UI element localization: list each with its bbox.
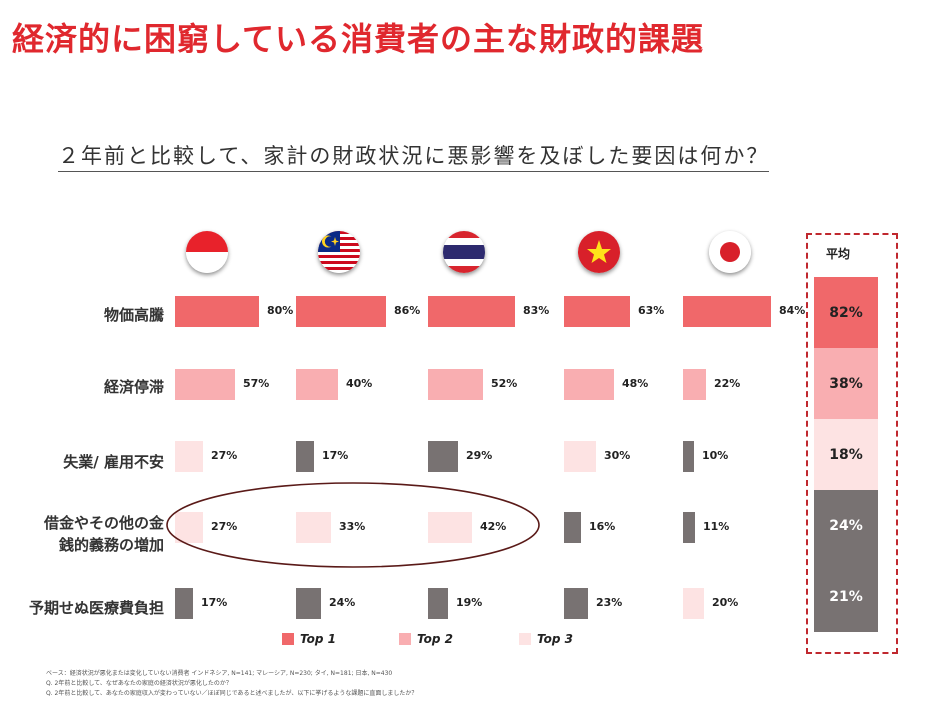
- bar-label-c3-r3: 16%: [589, 520, 616, 533]
- bar-label-c4-r0: 84%: [779, 304, 806, 317]
- footnote-q1: Q. 2年前と比較して、なぜあなたの家庭の経済状況が悪化したのか？: [46, 680, 232, 687]
- bar-label-c4-r2: 10%: [702, 449, 729, 462]
- bar-label-c1-r4: 24%: [329, 596, 356, 609]
- vietnam-flag-icon: [578, 231, 620, 273]
- category-label-debt-line1: 借金やその他の金: [43, 514, 164, 532]
- footnote-q2: Q. 2年前と比較して、あなたの家庭収入が変わっていない／ほぼ同じであると述べま…: [46, 690, 418, 697]
- bar-label-c1-r3: 33%: [339, 520, 366, 533]
- bar-label-c2-r3: 42%: [480, 520, 507, 533]
- bar-c3-r3: [564, 511, 581, 543]
- bar-label-c0-r4: 17%: [201, 596, 228, 609]
- bar-c1-r2: [296, 440, 314, 472]
- bar-c4-r4: [683, 587, 704, 619]
- bar-label-c1-r1: 40%: [346, 377, 373, 390]
- bar-label-c2-r1: 52%: [491, 377, 518, 390]
- bar-label-c2-r4: 19%: [456, 596, 483, 609]
- bar-c3-r4: [564, 587, 588, 619]
- bar-label-c4-r3: 11%: [703, 520, 730, 533]
- bar-c1-r4: [296, 587, 321, 619]
- bar-label-c0-r0: 80%: [267, 304, 294, 317]
- bar-c0-r3: [175, 511, 203, 543]
- bar-label-c2-r0: 83%: [523, 304, 550, 317]
- legend-swatch-top1: [282, 633, 294, 645]
- bar-c1-r3: [296, 511, 331, 543]
- bar-label-c0-r3: 27%: [211, 520, 238, 533]
- bar-c0-r2: [175, 440, 203, 472]
- bar-c4-r2: [683, 440, 694, 472]
- bar-c2-r3: [428, 511, 472, 543]
- bar-label-c3-r4: 23%: [596, 596, 623, 609]
- average-title: 平均: [826, 247, 851, 261]
- average-segment-3: 24%: [814, 490, 878, 561]
- indonesia-flag-icon: [186, 231, 228, 273]
- malaysia-flag-icon: [318, 231, 360, 273]
- bar-label-c4-r4: 20%: [712, 596, 739, 609]
- bar-label-c3-r0: 63%: [638, 304, 665, 317]
- bar-label-c0-r1: 57%: [243, 377, 270, 390]
- bar-c3-r1: [564, 368, 614, 400]
- bar-label-c1-r2: 17%: [322, 449, 349, 462]
- bar-label-c3-r2: 30%: [604, 449, 631, 462]
- bar-label-c3-r1: 48%: [622, 377, 649, 390]
- average-segment-0: 82%: [814, 277, 878, 348]
- bar-c2-r2: [428, 440, 458, 472]
- bar-c0-r0: [175, 295, 259, 327]
- bar-label-c1-r0: 86%: [394, 304, 421, 317]
- bar-c0-r1: [175, 368, 235, 400]
- category-label-economic-stagnation: 経済停滞: [103, 378, 164, 396]
- average-segment-4: 21%: [814, 561, 878, 632]
- bar-c4-r0: [683, 295, 771, 327]
- bar-c0-r4: [175, 587, 193, 619]
- category-label-debt-line2: 銭的義務の増加: [58, 536, 164, 554]
- bar-c2-r4: [428, 587, 448, 619]
- thailand-flag-icon: [443, 231, 485, 273]
- bar-label-c0-r2: 27%: [211, 449, 238, 462]
- bar-c2-r0: [428, 295, 515, 327]
- bar-c3-r0: [564, 295, 630, 327]
- category-label-price-rise: 物価高騰: [103, 306, 164, 324]
- average-segment-2: 18%: [814, 419, 878, 490]
- category-label-medical-cost: 予期せぬ医療費負担: [28, 599, 164, 617]
- legend-label-top1: Top 1: [300, 632, 336, 646]
- page-title: 経済的に困窮している消費者の主な財政的課題: [12, 20, 705, 58]
- japan-flag-icon: [709, 231, 751, 273]
- bar-c3-r2: [564, 440, 596, 472]
- bar-c1-r0: [296, 295, 386, 327]
- legend-swatch-top2: [399, 633, 411, 645]
- footnote-base: ベース：経済状況が悪化または変化していない消費者 インドネシア, N=141; …: [46, 670, 393, 677]
- highlight-ellipse: [166, 482, 540, 568]
- legend-label-top3: Top 3: [537, 632, 573, 646]
- bar-c4-r1: [683, 368, 706, 400]
- bar-label-c2-r2: 29%: [466, 449, 493, 462]
- average-box: [806, 233, 898, 654]
- survey-question: ２年前と比較して、家計の財政状況に悪影響を及ぼした要因は何か？: [58, 140, 770, 172]
- legend-label-top2: Top 2: [417, 632, 453, 646]
- category-label-unemployment: 失業/ 雇用不安: [63, 453, 164, 471]
- bar-c4-r3: [683, 511, 695, 543]
- bar-c1-r1: [296, 368, 338, 400]
- legend-swatch-top3: [519, 633, 531, 645]
- bar-label-c4-r1: 22%: [714, 377, 741, 390]
- bar-c2-r1: [428, 368, 483, 400]
- average-segment-1: 38%: [814, 348, 878, 419]
